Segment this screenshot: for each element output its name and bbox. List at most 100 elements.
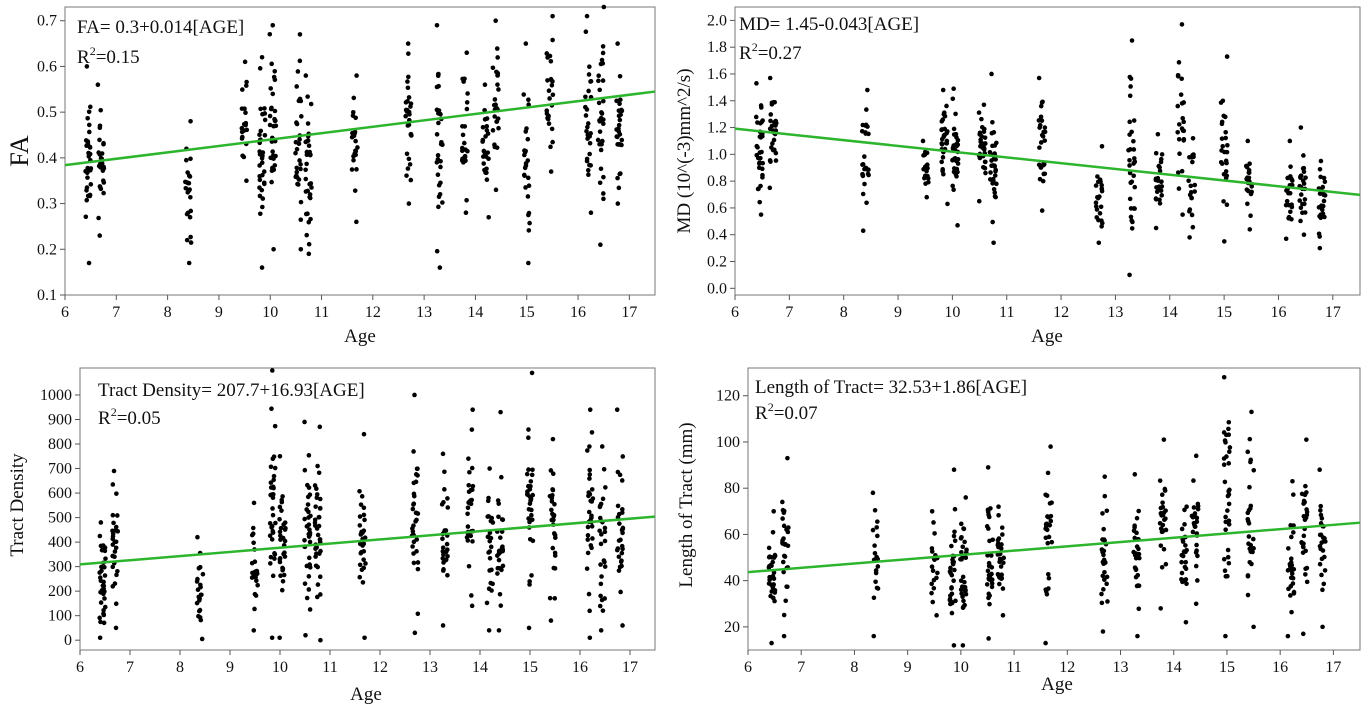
data-point [1298, 205, 1304, 211]
data-point [587, 444, 592, 449]
x-tick-label: 12 [365, 304, 381, 321]
data-point [269, 537, 275, 542]
data-point [1321, 175, 1327, 181]
data-point [1190, 224, 1196, 230]
data-point [782, 554, 788, 559]
data-point [1226, 560, 1232, 566]
data-point [87, 144, 93, 150]
data-point [480, 137, 486, 143]
data-point [524, 471, 530, 477]
data-point [464, 50, 470, 56]
data-point [1290, 581, 1296, 586]
data-point [270, 506, 275, 511]
panel-fa: 6 7 8 9 10 11 12 13 14 15 16 17 0.10.20.30.40.50.60… [5, 4, 656, 347]
data-point [252, 591, 258, 597]
data-point [354, 219, 359, 225]
data-point [981, 143, 986, 149]
data-point [939, 159, 944, 165]
y-tick-label: 0.3 [37, 196, 57, 213]
data-point [617, 101, 622, 107]
data-point [1223, 158, 1229, 164]
data-point [1226, 518, 1232, 524]
data-point [403, 107, 409, 113]
data-point [294, 84, 299, 89]
data-point [186, 260, 192, 266]
data-point [925, 162, 930, 168]
data-point [1317, 166, 1323, 172]
x-axis-label: Age [344, 326, 376, 347]
data-point [587, 472, 593, 477]
data-point [955, 161, 961, 166]
data-point [1093, 183, 1099, 188]
data-point [1221, 556, 1227, 562]
data-points [97, 368, 626, 643]
data-point [1099, 591, 1104, 597]
data-point [443, 528, 449, 533]
data-point [1157, 165, 1162, 170]
x-tick-label: 17 [622, 659, 638, 676]
y-tick-label: 0.1 [37, 287, 57, 304]
data-point [1318, 158, 1324, 164]
data-point [1160, 528, 1166, 534]
data-point [586, 490, 592, 495]
data-point [315, 463, 320, 469]
data-point [1094, 215, 1100, 220]
data-point [1154, 185, 1159, 190]
data-point [1038, 103, 1044, 109]
data-point [496, 628, 502, 633]
data-point [590, 536, 595, 541]
data-point [1133, 567, 1139, 573]
data-point [183, 185, 189, 191]
data-point [1132, 523, 1137, 529]
data-point [359, 529, 364, 535]
data-point [760, 160, 766, 166]
data-point [260, 204, 265, 210]
data-point [466, 456, 471, 461]
data-point [463, 210, 469, 216]
data-point [585, 167, 591, 173]
data-point [184, 180, 189, 185]
data-point [487, 549, 493, 554]
data-point [307, 607, 313, 612]
data-point [1127, 132, 1132, 137]
data-point [496, 557, 502, 563]
x-tick-label: 14 [1166, 659, 1182, 676]
data-point [993, 157, 998, 162]
data-point [599, 444, 605, 449]
data-point [267, 122, 273, 128]
data-point [1177, 151, 1182, 157]
data-point [466, 563, 472, 569]
x-tick-label: 12 [1059, 659, 1075, 676]
data-point [1319, 516, 1325, 521]
data-point [772, 99, 777, 105]
data-point [585, 121, 591, 126]
data-point [951, 559, 957, 565]
data-point [620, 507, 625, 512]
data-point [272, 108, 278, 114]
data-point [1048, 518, 1054, 524]
data-point [599, 57, 605, 63]
data-point [979, 116, 984, 122]
data-point [551, 512, 557, 518]
data-point [1288, 575, 1294, 581]
data-point [112, 549, 118, 554]
x-axis-ticks: 6 7 8 9 10 11 12 13 14 15 16 17 [744, 650, 1341, 676]
x-tick-label: 9 [226, 659, 234, 676]
x-tick-label: 12 [372, 659, 388, 676]
data-point [1099, 188, 1105, 194]
data-point [113, 539, 119, 545]
data-point [1301, 541, 1306, 546]
data-point [860, 228, 866, 234]
data-point [406, 201, 412, 206]
x-tick-label: 6 [744, 659, 752, 676]
data-point [271, 246, 276, 252]
data-point [585, 132, 591, 138]
data-point [406, 156, 412, 162]
data-point [1190, 529, 1196, 535]
data-point [1248, 503, 1254, 509]
data-point [488, 544, 494, 550]
data-point [550, 92, 556, 98]
data-point [930, 599, 936, 605]
data-point [587, 476, 592, 481]
data-point [438, 164, 443, 170]
